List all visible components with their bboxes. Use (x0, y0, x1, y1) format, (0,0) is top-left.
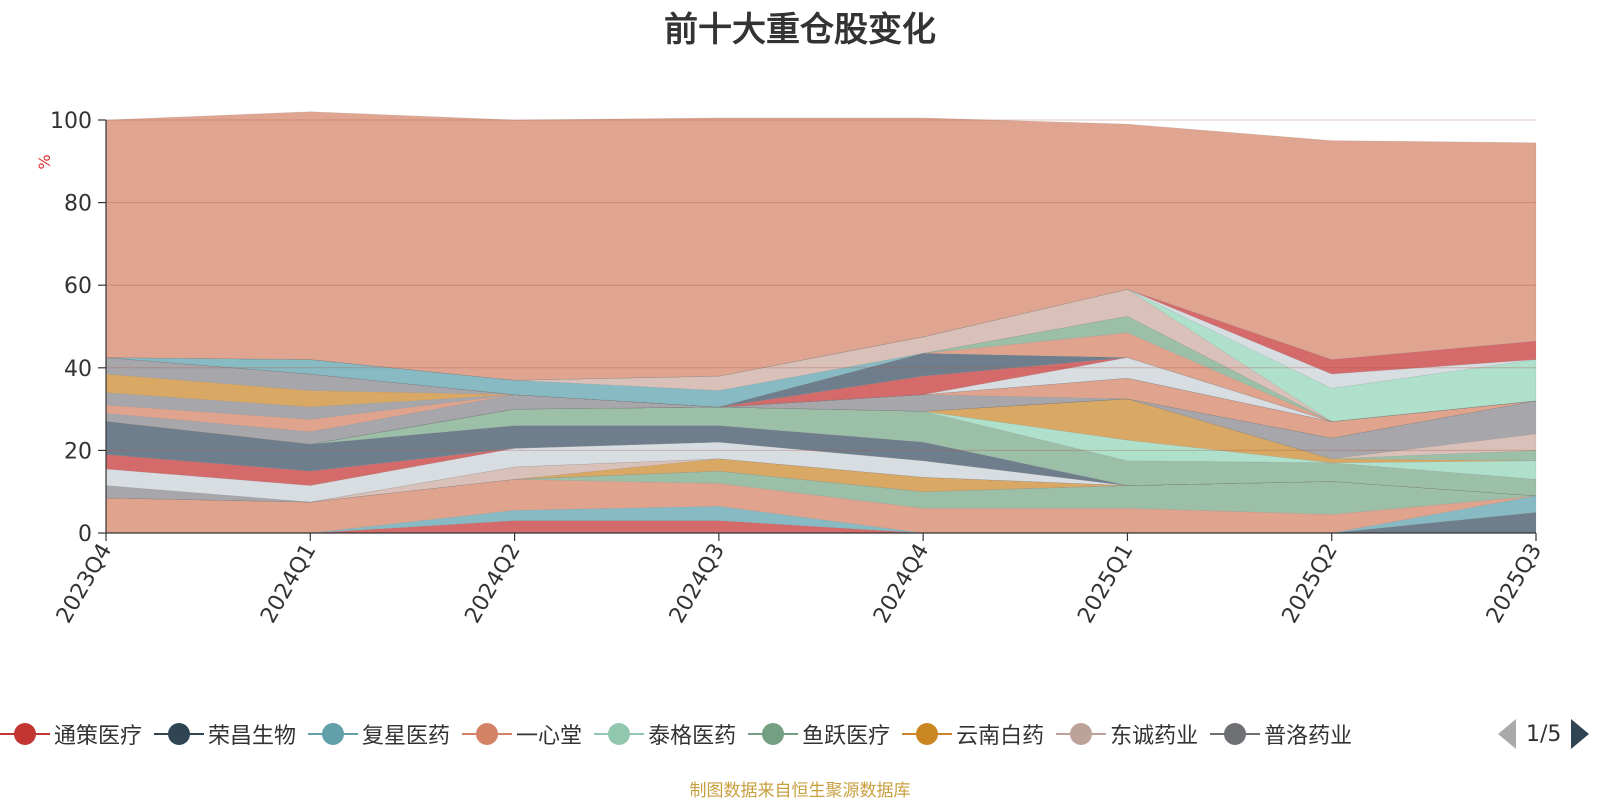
legend-label: 通策医疗 (54, 724, 143, 749)
area-series-10 (105, 441, 1537, 497)
y-axis-label: % (35, 154, 54, 169)
legend-label: 云南白药 (956, 724, 1045, 749)
y-tick-label: 100 (50, 109, 92, 134)
legend-prev-page-button[interactable] (1498, 719, 1516, 749)
legend-item[interactable]: 鱼跃医疗 (748, 716, 890, 752)
x-tick-label: 2023Q4 (52, 540, 117, 628)
x-tick-label: 2025Q3 (1482, 540, 1547, 628)
legend-label: 荣昌生物 (208, 724, 297, 749)
legend-item[interactable]: 复星医药 (308, 716, 450, 752)
area-series-9 (105, 441, 1537, 503)
legend-pager: 1/5 (1498, 716, 1590, 752)
legend-marker-icon (0, 722, 50, 746)
legend-next-page-button[interactable] (1571, 719, 1590, 749)
legend-label: 普洛药业 (1264, 724, 1353, 749)
x-tick-label: 2024Q3 (665, 540, 730, 628)
legend-label: 一心堂 (516, 724, 583, 749)
x-tick-label: 2025Q1 (1073, 540, 1138, 628)
legend-marker-icon (748, 722, 799, 746)
legend-marker-icon (1056, 722, 1107, 746)
x-tick-label: 2025Q2 (1278, 540, 1343, 628)
x-tick-label: 2024Q2 (460, 540, 525, 628)
legend-item[interactable]: 云南白药 (902, 716, 1044, 752)
legend-item[interactable]: 通策医疗 (0, 716, 142, 752)
legend-item[interactable]: 普洛药业 (1210, 716, 1352, 752)
area-series-35 (105, 111, 1537, 381)
legend-item[interactable]: 泰格医药 (594, 716, 736, 752)
legend-label: 泰格医药 (648, 724, 737, 749)
legend-marker-icon (154, 722, 205, 746)
legend-item[interactable]: 荣昌生物 (154, 716, 296, 752)
legend-marker-icon (594, 722, 645, 746)
legend-item[interactable]: 东诚药业 (1056, 716, 1198, 752)
x-tick-label: 2024Q4 (869, 540, 934, 628)
area-series-3 (105, 479, 1537, 534)
legend-item[interactable]: 一心堂 (462, 716, 582, 752)
legend-marker-icon (902, 722, 953, 746)
y-tick-label: 60 (64, 274, 92, 299)
legend-label: 鱼跃医疗 (802, 724, 891, 749)
legend-page-indicator: 1/5 (1526, 721, 1562, 747)
legend-marker-icon (1210, 722, 1261, 746)
legend-label: 东诚药业 (1110, 724, 1199, 749)
y-tick-label: 40 (64, 357, 92, 382)
y-tick-label: 0 (78, 522, 92, 547)
data-source-note: 制图数据来自恒生聚源数据库 (689, 781, 911, 801)
y-tick-label: 20 (64, 439, 92, 464)
legend: 通策医疗 荣昌生物 复星医药 一心堂 泰格医药 鱼跃医疗 云南白药 东诚药业 普洛药业 (0, 716, 1480, 752)
legend-label: 复星医药 (362, 724, 451, 749)
chart-title: 前十大重仓股变化 (664, 10, 936, 50)
legend-marker-icon (462, 722, 513, 746)
y-tick-label: 80 (64, 192, 92, 217)
x-tick-label: 2024Q1 (256, 540, 321, 628)
legend-marker-icon (308, 722, 359, 746)
